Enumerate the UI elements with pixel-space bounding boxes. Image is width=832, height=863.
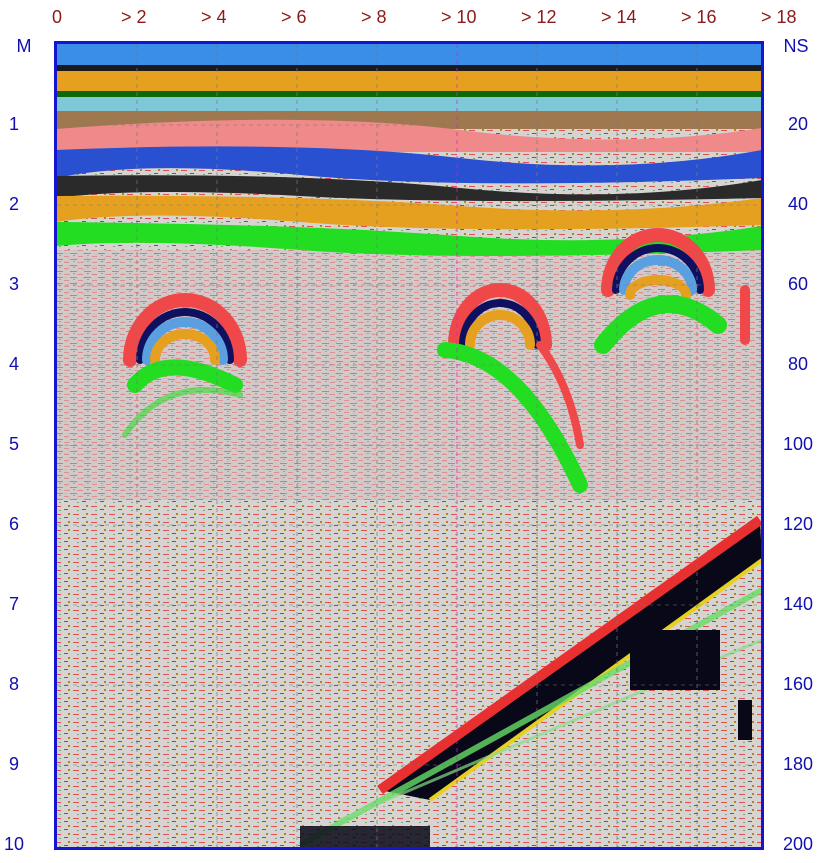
right-tick-label: 80 xyxy=(788,354,808,374)
left-tick-label: 10 xyxy=(4,834,24,854)
left-tick-label: 9 xyxy=(9,754,19,774)
left-tick-label: 5 xyxy=(9,434,19,454)
right-tick-label: 20 xyxy=(788,114,808,134)
top-tick-label: > 18 xyxy=(761,7,797,27)
top-tick-label: > 6 xyxy=(281,7,307,27)
left-tick-label: 2 xyxy=(9,194,19,214)
top-tick-label: > 14 xyxy=(601,7,637,27)
top-tick-label: > 16 xyxy=(681,7,717,27)
right-tick-label: 160 xyxy=(783,674,813,694)
left-axis-unit: M xyxy=(17,36,32,56)
right-tick-label: 120 xyxy=(783,514,813,534)
top-tick-label: > 10 xyxy=(441,7,477,27)
left-tick-label: 1 xyxy=(9,114,19,134)
plot-border xyxy=(54,41,764,850)
right-tick-label: 180 xyxy=(783,754,813,774)
top-tick-label: > 2 xyxy=(121,7,147,27)
right-tick-label: 200 xyxy=(783,834,813,854)
radargram xyxy=(56,43,762,848)
top-tick-label: 0 xyxy=(52,7,62,27)
right-axis-unit: NS xyxy=(783,36,808,56)
right-tick-label: 140 xyxy=(783,594,813,614)
left-tick-label: 8 xyxy=(9,674,19,694)
left-tick-label: 6 xyxy=(9,514,19,534)
left-tick-label: 4 xyxy=(9,354,19,374)
top-tick-label: > 12 xyxy=(521,7,557,27)
right-tick-label: 60 xyxy=(788,274,808,294)
top-tick-label: > 4 xyxy=(201,7,227,27)
left-tick-label: 3 xyxy=(9,274,19,294)
right-tick-label: 100 xyxy=(783,434,813,454)
left-tick-label: 7 xyxy=(9,594,19,614)
top-tick-label: > 8 xyxy=(361,7,387,27)
right-tick-label: 40 xyxy=(788,194,808,214)
